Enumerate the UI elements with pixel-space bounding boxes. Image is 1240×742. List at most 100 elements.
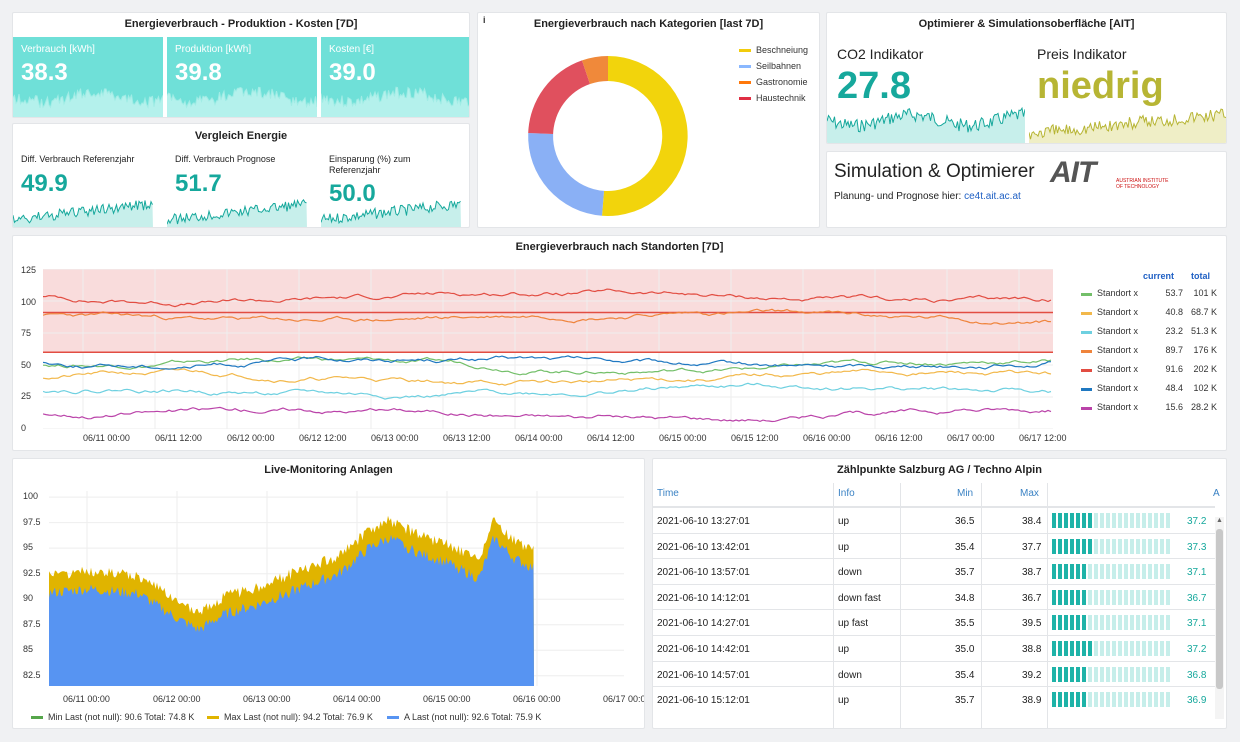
gauge-cell (1166, 615, 1170, 631)
legend-item[interactable]: Haustechnik (739, 93, 806, 103)
gauge-cell (1064, 513, 1068, 528)
gauge-cell (1154, 615, 1158, 631)
gauge-cell (1082, 513, 1086, 528)
gauge-cell (1148, 666, 1152, 682)
gauge-cell (1106, 666, 1110, 682)
info-icon[interactable]: i (483, 15, 486, 25)
table-row[interactable]: 2021-06-10 14:12:01 down fast 34.8 36.7 36.7 (653, 583, 1215, 610)
compare-referenzjahr[interactable]: Diff. Verbrauch Referenzjahr 49.9 (13, 124, 163, 227)
gauge-cell (1082, 641, 1086, 656)
scroll-thumb[interactable] (1216, 529, 1223, 689)
table-header: Time Info Min Max A (653, 483, 1220, 507)
x-tick-label: 06/13 00:00 (371, 433, 419, 443)
gauge-cell (1082, 692, 1086, 708)
header-a[interactable]: A (1213, 488, 1220, 499)
legend-item[interactable]: Gastronomie (739, 77, 808, 87)
header-max[interactable]: Max (1020, 488, 1039, 499)
table-row[interactable]: 2021-06-10 13:57:01 down 35.7 38.7 37.1 (653, 558, 1215, 584)
legend-swatch (1081, 293, 1092, 296)
cell-info: up (838, 516, 850, 527)
sim-text-label: Planung- und Prognose hier: (834, 191, 962, 202)
y-tick-label: 100 (23, 491, 39, 502)
legend-item-max[interactable]: Max Last (not null): 94.2 Total: 76.9 K (207, 712, 373, 722)
legend-row[interactable]: Standort x 53.7 101 K (1081, 288, 1221, 302)
compare-einsparung[interactable]: Einsparung (%) zum Referenzjahr 50.0 (321, 124, 469, 227)
x-tick-label: 06/15 00:00 (659, 433, 707, 443)
legend-col-total[interactable]: total (1191, 271, 1210, 281)
cell-min: 35.0 (955, 644, 975, 655)
series-line[interactable] (43, 368, 1052, 386)
series-line[interactable] (43, 382, 1052, 400)
series-line[interactable] (43, 355, 1052, 370)
live-monitoring-chart[interactable] (49, 491, 624, 686)
sim-link[interactable]: ce4t.ait.ac.at (964, 191, 1021, 202)
header-time[interactable]: Time (657, 488, 679, 499)
donut-slice-beschneiung[interactable] (602, 56, 688, 216)
series-a-area[interactable] (49, 534, 534, 686)
series-line[interactable] (43, 308, 1052, 325)
table-row[interactable]: 2021-06-10 15:12:01 up 35.7 38.9 36.9 (653, 686, 1215, 712)
cell-max: 39.2 (1022, 669, 1042, 681)
legend-item-min[interactable]: Min Last (not null): 90.6 Total: 74.8 K (31, 712, 194, 722)
table-row[interactable]: 2021-06-10 14:42:01 up 35.0 38.8 37.2 (653, 635, 1215, 661)
x-tick-label: 06/17 12:00 (1019, 433, 1067, 443)
y-tick-label: 50 (21, 359, 32, 370)
legend-row[interactable]: Standort x 15.6 28.2 K (1081, 402, 1221, 416)
y-tick-label: 100 (21, 296, 37, 307)
stat-label: Produktion [kWh] (175, 44, 252, 55)
legend-name: Standort x (1097, 402, 1139, 412)
cell-time: 2021-06-10 15:12:01 (657, 695, 750, 707)
y-tick-label: 75 (21, 328, 32, 338)
legend-col-current[interactable]: current (1143, 271, 1175, 281)
x-tick-label: 06/16 00:00 (513, 694, 561, 704)
header-min[interactable]: Min (957, 488, 974, 499)
header-info[interactable]: Info (838, 488, 855, 499)
donut-chart[interactable] (523, 51, 693, 221)
series-line[interactable] (43, 406, 1052, 423)
cell-a: 37.3 (1187, 541, 1207, 553)
gauge-cell (1112, 513, 1116, 528)
table-row[interactable]: 2021-06-10 14:57:01 down 35.4 39.2 36.8 (653, 660, 1215, 687)
gauge-cell (1088, 538, 1092, 554)
sparkline-area (13, 200, 153, 227)
donut-slice-haustechnik[interactable] (528, 60, 590, 134)
legend-item[interactable]: Beschneiung (739, 45, 808, 55)
cell-a-gauge (1052, 615, 1172, 631)
col-divider (900, 483, 901, 728)
legend-row[interactable]: Standort x 48.4 102 K (1081, 383, 1221, 397)
legend-item-a[interactable]: A Last (not null): 92.6 Total: 75.9 K (387, 712, 541, 722)
series-line[interactable] (43, 288, 1052, 308)
table-row[interactable]: 2021-06-10 14:27:01 up fast 35.5 39.5 37.1 (653, 609, 1215, 635)
cell-a-gauge (1052, 538, 1172, 554)
legend-total: 68.7 K (1190, 307, 1217, 317)
compare-prognose[interactable]: Diff. Verbrauch Prognose 51.7 (167, 124, 317, 227)
gauge-cell (1058, 692, 1062, 708)
sparkline-area (321, 201, 461, 227)
table-row[interactable]: 2021-06-10 13:42:01 up 35.4 37.7 37.3 (653, 532, 1215, 559)
ait-logo-sub2: OF TECHNOLOGY (1116, 184, 1160, 190)
table-row[interactable]: 2021-06-10 13:27:01 up 36.5 38.4 37.2 (653, 507, 1215, 533)
gauge-cell (1154, 564, 1158, 580)
gauge-cell (1070, 589, 1074, 605)
series-line[interactable] (43, 356, 1052, 376)
cell-a-gauge (1052, 666, 1172, 682)
gauge-cell (1112, 692, 1116, 708)
legend-row[interactable]: Standort x 23.2 51.3 K (1081, 326, 1221, 340)
scroll-up-icon[interactable]: ▲ (1216, 517, 1223, 524)
stat-produktion[interactable]: Produktion [kWh] 39.8 (167, 37, 317, 117)
stat-value: 38.3 (21, 59, 68, 86)
legend-item[interactable]: Seilbahnen (739, 61, 801, 71)
sparkline-line (13, 200, 153, 224)
legend-row[interactable]: Standort x 89.7 176 K (1081, 345, 1221, 359)
cell-time: 2021-06-10 13:27:01 (657, 516, 750, 527)
legend-row[interactable]: Standort x 91.6 202 K (1081, 364, 1221, 378)
donut-slice-seilbahnen[interactable] (528, 133, 604, 216)
gauge-cell (1094, 641, 1098, 656)
table-scrollbar[interactable]: ▲ ▼ (1215, 517, 1224, 719)
stat-verbrauch[interactable]: Verbrauch [kWh] 38.3 (13, 37, 163, 117)
donut-slice-gastronomie[interactable] (582, 56, 608, 84)
location-timeseries-chart[interactable] (43, 269, 1053, 429)
legend-row[interactable]: Standort x 40.8 68.7 K (1081, 307, 1221, 321)
sparkline (321, 200, 461, 227)
stat-kosten[interactable]: Kosten [€] 39.0 (321, 37, 469, 117)
